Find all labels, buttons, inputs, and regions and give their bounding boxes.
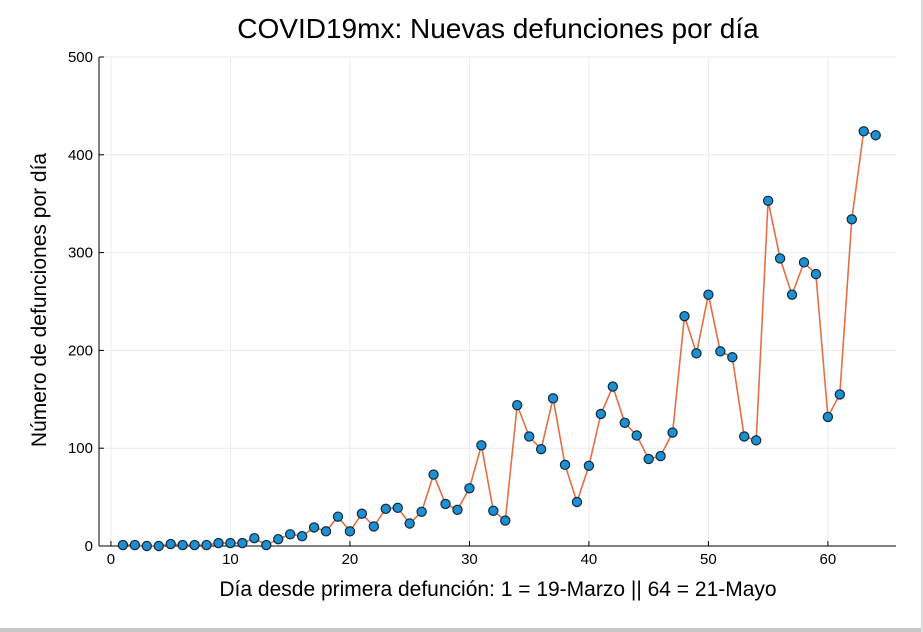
data-point	[261, 539, 272, 551]
data-point	[213, 537, 224, 549]
data-point	[308, 522, 320, 533]
data-point	[165, 538, 176, 550]
data-point	[404, 518, 415, 529]
x-tick-label: 0	[107, 551, 115, 568]
y-tick-label: 300	[68, 245, 93, 262]
data-point	[440, 498, 451, 510]
data-point	[547, 393, 559, 404]
data-point	[703, 289, 714, 300]
data-point	[607, 381, 619, 392]
data-points	[117, 126, 881, 552]
data-point	[870, 130, 881, 141]
data-point	[667, 427, 678, 438]
grid	[99, 56, 896, 547]
data-point	[535, 443, 547, 455]
data-point	[655, 450, 666, 462]
data-point	[117, 539, 129, 551]
data-point	[332, 511, 344, 522]
data-point	[488, 505, 499, 516]
data-point	[368, 521, 380, 532]
data-point	[559, 459, 571, 471]
data-point	[153, 540, 164, 552]
data-point	[715, 346, 726, 357]
data-point	[523, 431, 535, 442]
data-point	[476, 440, 487, 451]
data-point	[595, 408, 607, 420]
axes	[98, 57, 896, 547]
data-point	[750, 435, 762, 446]
data-point	[846, 214, 857, 225]
x-tick-label: 40	[581, 551, 598, 568]
data-point	[858, 126, 869, 137]
data-point	[822, 411, 834, 423]
data-point	[834, 389, 846, 400]
data-point	[284, 529, 296, 540]
chart-title: COVID19mx: Nuevas defunciones por día	[237, 13, 759, 44]
data-point	[141, 540, 152, 552]
data-point	[344, 526, 356, 537]
window-right-border	[921, 0, 923, 632]
data-point	[356, 508, 368, 519]
data-point	[631, 430, 642, 441]
y-axis-label: Número de defunciones por día	[28, 153, 51, 448]
data-point	[571, 496, 583, 508]
data-point	[249, 532, 260, 544]
data-point	[798, 257, 810, 268]
data-point	[691, 348, 702, 359]
data-point	[380, 503, 391, 515]
data-point	[177, 539, 188, 551]
y-tick-label: 100	[68, 440, 93, 457]
data-point	[189, 539, 200, 551]
y-tick-label: 400	[68, 147, 93, 164]
data-point	[225, 537, 236, 549]
data-point	[452, 504, 463, 516]
data-point	[786, 289, 798, 300]
x-tick-label: 30	[461, 551, 478, 568]
data-point	[512, 399, 523, 411]
y-ticks: 0 100 200 300 400 500	[68, 49, 104, 555]
data-point	[237, 537, 248, 549]
data-point	[762, 195, 774, 206]
data-point	[416, 506, 427, 517]
window-bottom-border	[0, 628, 923, 632]
data-point	[583, 460, 595, 472]
data-point	[810, 268, 822, 280]
data-point	[500, 515, 511, 526]
x-tick-label: 50	[700, 551, 717, 568]
data-point	[273, 533, 284, 545]
data-point	[739, 431, 750, 442]
data-point	[296, 531, 308, 542]
data-point	[201, 539, 212, 551]
series-line	[122, 130, 876, 547]
x-tick-label: 20	[342, 551, 359, 568]
data-point	[679, 310, 690, 322]
data-point	[464, 483, 475, 494]
data-point	[619, 417, 630, 428]
data-point	[129, 539, 141, 551]
data-point	[428, 469, 439, 480]
data-point	[643, 453, 654, 465]
data-point	[392, 502, 403, 514]
data-point	[727, 352, 738, 363]
x-axis-label: Día desde primera defunción: 1 = 19-Marz…	[219, 578, 776, 601]
y-tick-label: 200	[68, 342, 93, 359]
y-tick-label: 0	[85, 538, 93, 555]
x-tick-label: 10	[222, 551, 239, 568]
data-point	[774, 253, 786, 264]
x-ticks: 0 10 20 30 40 50 60	[107, 541, 836, 568]
x-tick-label: 60	[820, 551, 837, 568]
y-tick-label: 500	[68, 49, 93, 66]
data-point	[320, 526, 332, 537]
